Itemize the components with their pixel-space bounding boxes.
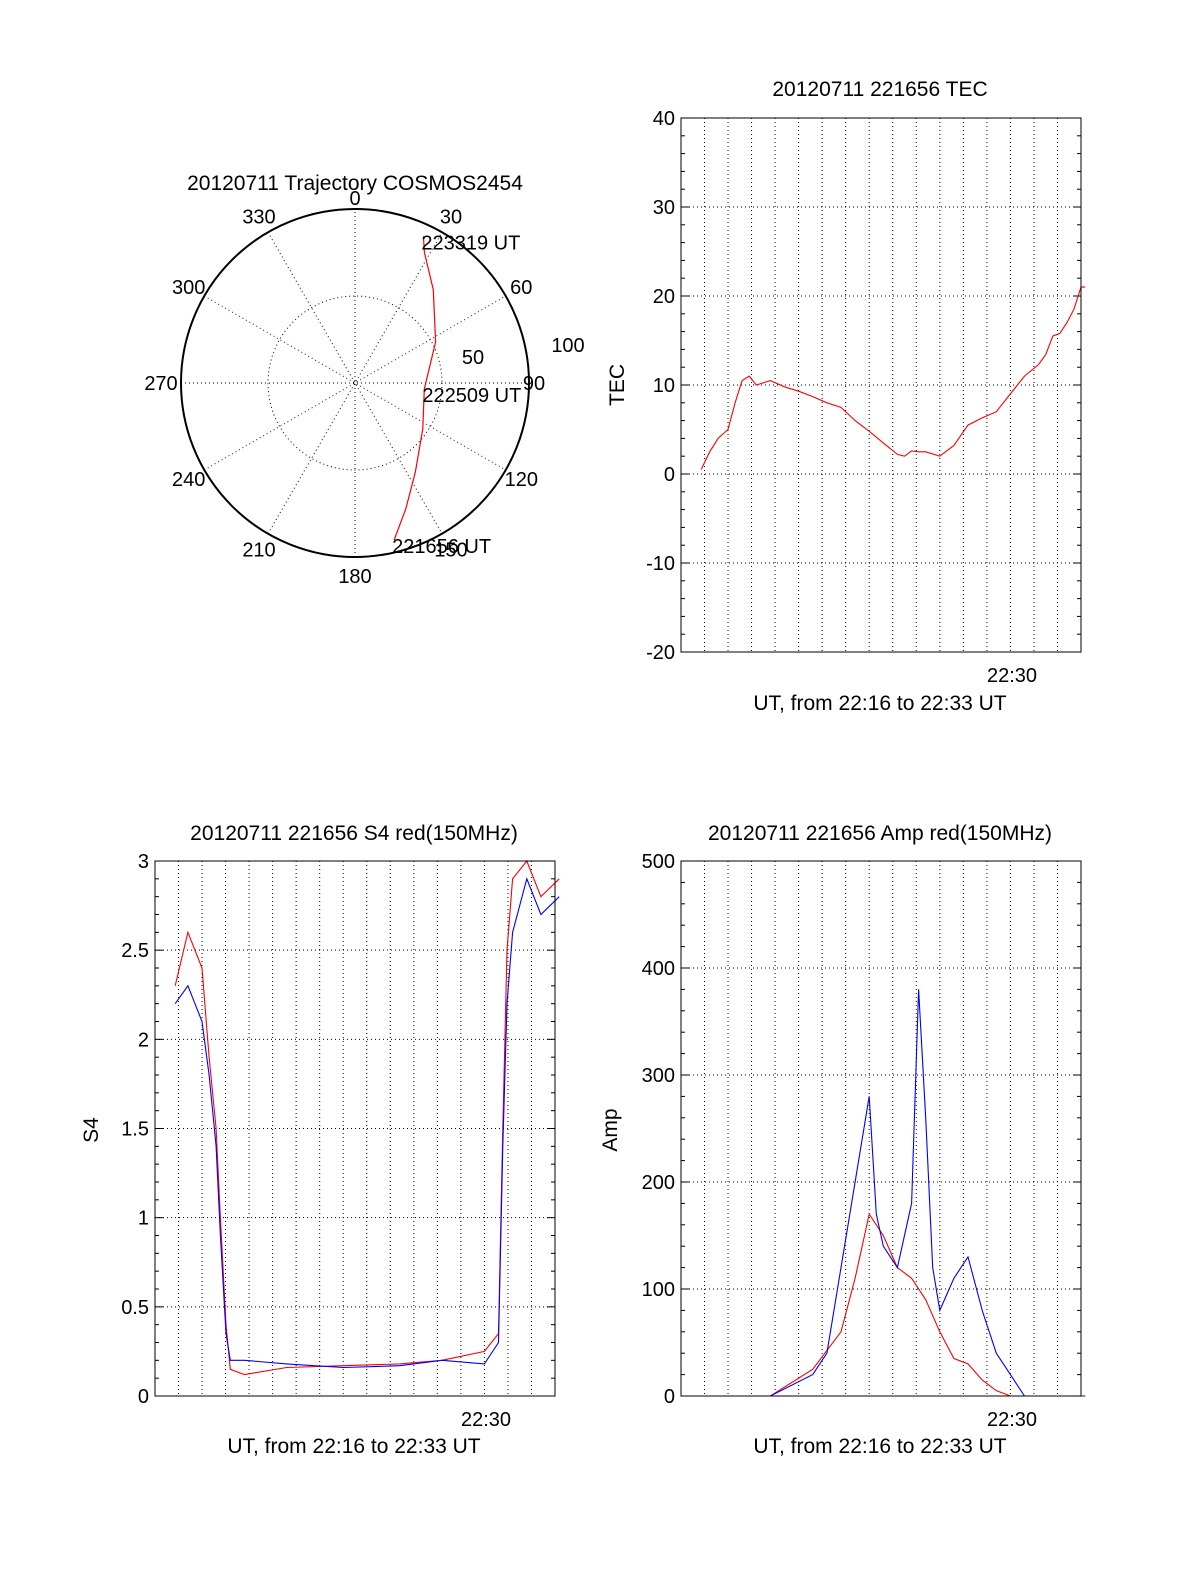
polar-grid bbox=[180, 208, 530, 558]
tec-y-ticks: -20 -10 0 10 20 30 40 bbox=[646, 108, 675, 664]
series-line bbox=[174, 859, 560, 1376]
s4-x-axis-label: UT, from 22:16 to 22:33 UT bbox=[227, 1435, 480, 1458]
polar-angle-label: 60 bbox=[510, 277, 532, 299]
amp-series bbox=[701, 989, 1086, 1397]
tec-chart-title: 20120711 221656 TEC bbox=[772, 78, 987, 101]
y-tick-label: 20 bbox=[653, 286, 675, 308]
polar-angle-labels: 0 30 60 90 120 150 180 210 240 270 300 330 bbox=[144, 188, 545, 588]
s4-chart: 20120711 221656 S4 red(150MHz) 0 0.5 1 1.5 2… bbox=[80, 822, 560, 1458]
tec-x-tick-label: 22:30 bbox=[987, 665, 1037, 687]
polar-angle-label: 180 bbox=[338, 566, 371, 588]
y-tick-label: 40 bbox=[653, 108, 675, 130]
y-tick-label: -20 bbox=[646, 642, 675, 664]
y-tick-label: 2.5 bbox=[121, 940, 149, 962]
y-tick-label: 1 bbox=[138, 1208, 149, 1230]
series-line bbox=[701, 1212, 1086, 1397]
polar-angle-label: 90 bbox=[523, 373, 545, 395]
amp-chart-title: 20120711 221656 Amp red(150MHz) bbox=[708, 822, 1052, 845]
polar-trajectory-chart: 20120711 Trajectory COSMOS2454 0 30 60 90 12… bbox=[144, 172, 584, 588]
trajectory-time-label: 223319 UT bbox=[421, 232, 520, 254]
series-line bbox=[701, 989, 1086, 1397]
y-tick-label: 10 bbox=[653, 375, 675, 397]
polar-angle-label: 30 bbox=[440, 207, 462, 229]
polar-angle-label: 120 bbox=[505, 469, 538, 491]
polar-angle-label: 300 bbox=[172, 277, 205, 299]
trajectory-line bbox=[393, 236, 437, 541]
polar-angle-label: 210 bbox=[242, 539, 275, 561]
amp-y-ticks: 0 100 200 300 400 500 bbox=[642, 851, 675, 1408]
trajectory-time-label: 222509 UT bbox=[422, 385, 521, 407]
y-tick-label: 100 bbox=[642, 1279, 675, 1301]
tec-grid bbox=[681, 117, 1081, 653]
y-tick-label: 0 bbox=[138, 1386, 149, 1408]
polar-angle-label: 330 bbox=[242, 207, 275, 229]
y-tick-label: 0 bbox=[664, 464, 675, 486]
tec-chart: 20120711 221656 TEC -20 -10 0 10 20 30 40 22:3… bbox=[606, 78, 1086, 715]
s4-grid bbox=[155, 860, 555, 1397]
tec-plot-frame bbox=[680, 117, 1082, 653]
series-line bbox=[174, 877, 560, 1369]
y-tick-label: 200 bbox=[642, 1172, 675, 1194]
polar-inner-circle bbox=[267, 295, 443, 471]
amp-grid bbox=[681, 860, 1081, 1397]
y-tick-label: 0.5 bbox=[121, 1297, 149, 1319]
polar-radius-label: 100 bbox=[551, 335, 584, 357]
s4-plot-frame bbox=[154, 860, 556, 1397]
s4-chart-title: 20120711 221656 S4 red(150MHz) bbox=[190, 822, 518, 845]
tec-series bbox=[700, 286, 1086, 470]
s4-series bbox=[174, 859, 560, 1376]
y-tick-label: 400 bbox=[642, 958, 675, 980]
polar-angle-label: 270 bbox=[144, 373, 177, 395]
amp-x-tick-label: 22:30 bbox=[987, 1409, 1037, 1431]
amp-y-axis-label: Amp bbox=[599, 1108, 622, 1151]
s4-y-axis-label: S4 bbox=[80, 1117, 103, 1143]
polar-radius-label: 50 bbox=[462, 347, 484, 369]
amp-chart: 20120711 221656 Amp red(150MHz) 0 100 200 3… bbox=[599, 822, 1086, 1458]
polar-angle-label: 240 bbox=[172, 469, 205, 491]
y-tick-label: -10 bbox=[646, 553, 675, 575]
trajectory-time-label: 221656 UT bbox=[392, 536, 491, 558]
y-tick-label: 2 bbox=[138, 1029, 149, 1051]
s4-x-tick-label: 22:30 bbox=[461, 1409, 511, 1431]
y-tick-label: 500 bbox=[642, 851, 675, 873]
y-tick-label: 3 bbox=[138, 851, 149, 873]
polar-radius-labels: 50 100 bbox=[462, 335, 585, 369]
amp-x-axis-label: UT, from 22:16 to 22:33 UT bbox=[753, 1435, 1006, 1458]
s4-y-ticks: 0 0.5 1 1.5 2 2.5 3 bbox=[121, 851, 149, 1408]
series-line bbox=[700, 286, 1086, 470]
polar-angle-label: 0 bbox=[349, 188, 360, 210]
y-tick-label: 1.5 bbox=[121, 1119, 149, 1141]
y-tick-label: 300 bbox=[642, 1065, 675, 1087]
y-tick-label: 30 bbox=[653, 197, 675, 219]
polar-chart-title: 20120711 Trajectory COSMOS2454 bbox=[187, 172, 523, 195]
amp-plot-frame bbox=[680, 860, 1082, 1397]
polar-angle-label: 150 bbox=[434, 539, 467, 561]
y-tick-label: 0 bbox=[664, 1386, 675, 1408]
tec-y-axis-label: TEC bbox=[606, 364, 629, 406]
tec-x-axis-label: UT, from 22:16 to 22:33 UT bbox=[753, 692, 1006, 715]
trajectory-time-labels: 221656 UT 222509 UT 223319 UT bbox=[392, 232, 521, 558]
